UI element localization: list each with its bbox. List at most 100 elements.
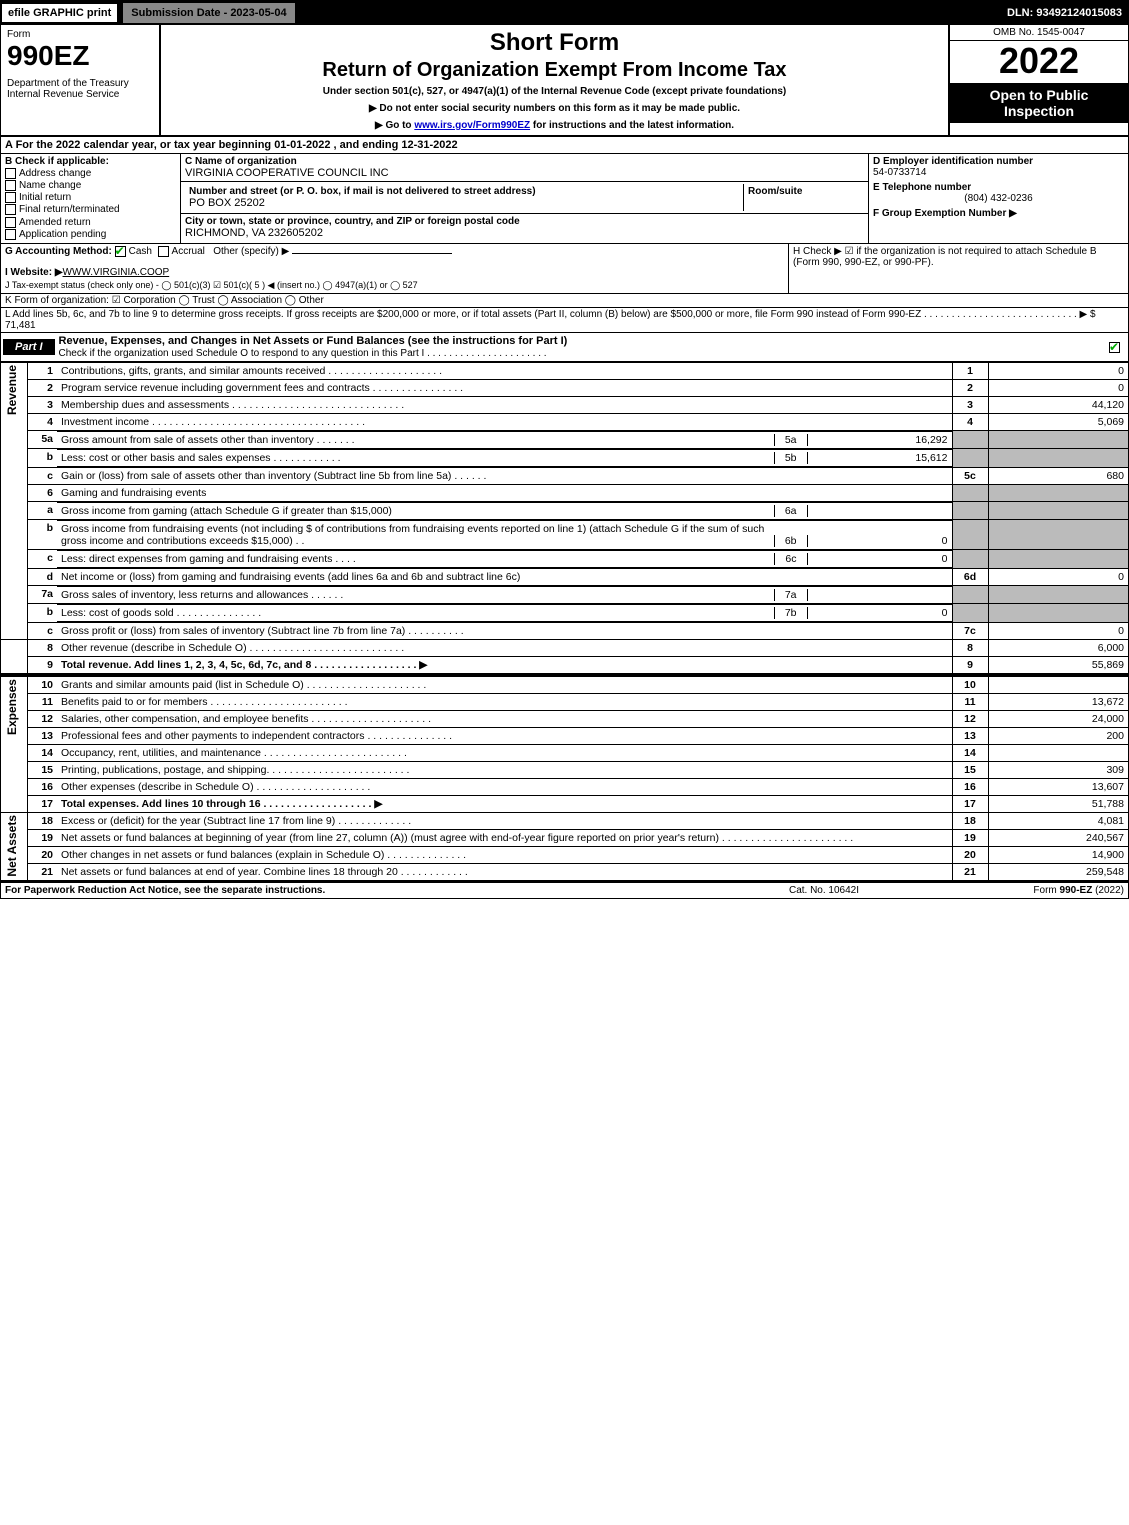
form-990ez-page: efile GRAPHIC print Submission Date - 20… [0, 0, 1129, 899]
line-3-ref: 3 [952, 396, 988, 413]
other-specify-input[interactable] [292, 253, 452, 254]
line-20-num: 20 [27, 846, 57, 863]
irs-link[interactable]: www.irs.gov/Form990EZ [414, 120, 530, 131]
city-label: City or town, state or province, country… [185, 216, 520, 227]
cash-label: Cash [129, 246, 152, 257]
line-6b-sub: 6b [774, 535, 808, 547]
part-i-table: Revenue 1Contributions, gifts, grants, a… [1, 362, 1128, 881]
cb-accrual[interactable] [158, 246, 169, 257]
line-5a-desc: Gross amount from sale of assets other t… [61, 434, 774, 446]
line-14-num: 14 [27, 744, 57, 761]
cb-name-change[interactable]: Name change [5, 180, 176, 191]
form-ref: Form 990-EZ (2022) [924, 885, 1124, 896]
form-header: Form 990EZ Department of the Treasury In… [1, 25, 1128, 137]
part-i-tag: Part I [3, 339, 55, 355]
line-5a-shadeval [988, 430, 1128, 449]
line-11-value: 13,672 [988, 693, 1128, 710]
line-18-ref: 18 [952, 812, 988, 829]
line-4-desc: Investment income . . . . . . . . . . . … [57, 413, 952, 430]
open-to-public: Open to Public Inspection [950, 83, 1128, 123]
section-c-org-info: C Name of organization VIRGINIA COOPERAT… [181, 154, 868, 243]
line-4-value: 5,069 [988, 413, 1128, 430]
line-10-desc: Grants and similar amounts paid (list in… [57, 676, 952, 693]
line-7b-sub: 7b [774, 607, 808, 619]
website-label: I Website: ▶ [5, 267, 63, 278]
line-16-num: 16 [27, 778, 57, 795]
line-8-num: 8 [27, 639, 57, 656]
ein-value: 54-0733714 [873, 167, 926, 178]
group-exemption-label: F Group Exemption Number ▶ [873, 208, 1017, 219]
line-3-num: 3 [27, 396, 57, 413]
line-5a-num: 5a [27, 430, 57, 449]
line-18-num: 18 [27, 812, 57, 829]
form-label: Form [7, 29, 153, 40]
line-9-value: 55,869 [988, 656, 1128, 673]
line-15-value: 309 [988, 761, 1128, 778]
ein-label: D Employer identification number [873, 156, 1033, 167]
line-6d-ref: 6d [952, 568, 988, 585]
line-9-ref: 9 [952, 656, 988, 673]
line-2-ref: 2 [952, 379, 988, 396]
form-number: 990EZ [7, 40, 153, 72]
cb-application-pending[interactable]: Application pending [5, 229, 176, 240]
cb-final-return[interactable]: Final return/terminated [5, 204, 176, 215]
omb-number: OMB No. 1545-0047 [950, 25, 1128, 41]
department-label: Department of the Treasury Internal Reve… [7, 78, 153, 100]
line-5a-subvalue: 16,292 [808, 434, 948, 446]
line-1-value: 0 [988, 362, 1128, 379]
cb-cash[interactable] [115, 246, 126, 257]
part-i-subtitle: Check if the organization used Schedule … [59, 348, 547, 359]
goto-prefix: ▶ Go to [375, 120, 414, 131]
b-heading: B Check if applicable: [5, 156, 176, 167]
line-16-ref: 16 [952, 778, 988, 795]
line-18-desc: Excess or (deficit) for the year (Subtra… [57, 812, 952, 829]
line-6-shadeval [988, 484, 1128, 501]
part-i-title: Revenue, Expenses, and Changes in Net As… [57, 333, 1104, 361]
line-5b-shadeval [988, 449, 1128, 468]
city-value: RICHMOND, VA 232605202 [185, 227, 323, 239]
line-6-shade [952, 484, 988, 501]
dln-number: DLN: 93492124015083 [1007, 7, 1128, 19]
org-name-value: VIRGINIA COOPERATIVE COUNCIL INC [185, 167, 389, 179]
line-12-desc: Salaries, other compensation, and employ… [57, 710, 952, 727]
cb-address-change[interactable]: Address change [5, 168, 176, 179]
line-7a-subvalue [808, 589, 948, 601]
line-14-ref: 14 [952, 744, 988, 761]
telephone-label: E Telephone number [873, 182, 971, 193]
part-i-schedule-o-checkbox[interactable] [1104, 341, 1128, 353]
line-14-desc: Occupancy, rent, utilities, and maintena… [57, 744, 952, 761]
line-10-value [988, 676, 1128, 693]
line-10-num: 10 [27, 676, 57, 693]
efile-print-button[interactable]: efile GRAPHIC print [1, 3, 118, 23]
line-6-num: 6 [27, 484, 57, 501]
line-6a-num: a [27, 501, 57, 520]
top-bar: efile GRAPHIC print Submission Date - 20… [1, 1, 1128, 25]
line-15-num: 15 [27, 761, 57, 778]
line-2-value: 0 [988, 379, 1128, 396]
under-section: Under section 501(c), 527, or 4947(a)(1)… [165, 86, 944, 97]
line-2-desc: Program service revenue including govern… [57, 379, 952, 396]
line-2-num: 2 [27, 379, 57, 396]
section-a-calendar-year: A For the 2022 calendar year, or tax yea… [1, 137, 1128, 154]
line-6b-subvalue: 0 [808, 535, 948, 547]
line-11-ref: 11 [952, 693, 988, 710]
line-20-desc: Other changes in net assets or fund bala… [57, 846, 952, 863]
line-16-desc: Other expenses (describe in Schedule O) … [57, 778, 952, 795]
line-5b-shade [952, 449, 988, 468]
line-16-value: 13,607 [988, 778, 1128, 795]
line-3-value: 44,120 [988, 396, 1128, 413]
telephone-value: (804) 432-0236 [873, 193, 1124, 204]
org-address-row: Number and street (or P. O. box, if mail… [181, 182, 868, 214]
line-5c-ref: 5c [952, 467, 988, 484]
line-7b-num: b [27, 604, 57, 623]
goto-suffix: for instructions and the latest informat… [530, 120, 734, 131]
cb-amended-return[interactable]: Amended return [5, 217, 176, 228]
line-7c-desc: Gross profit or (loss) from sales of inv… [57, 622, 952, 639]
line-13-value: 200 [988, 727, 1128, 744]
line-7b-shade [952, 604, 988, 623]
revenue-sidebar: Revenue [5, 365, 19, 415]
line-21-num: 21 [27, 863, 57, 880]
section-def: D Employer identification number54-07337… [868, 154, 1128, 243]
line-12-value: 24,000 [988, 710, 1128, 727]
cb-initial-return[interactable]: Initial return [5, 192, 176, 203]
